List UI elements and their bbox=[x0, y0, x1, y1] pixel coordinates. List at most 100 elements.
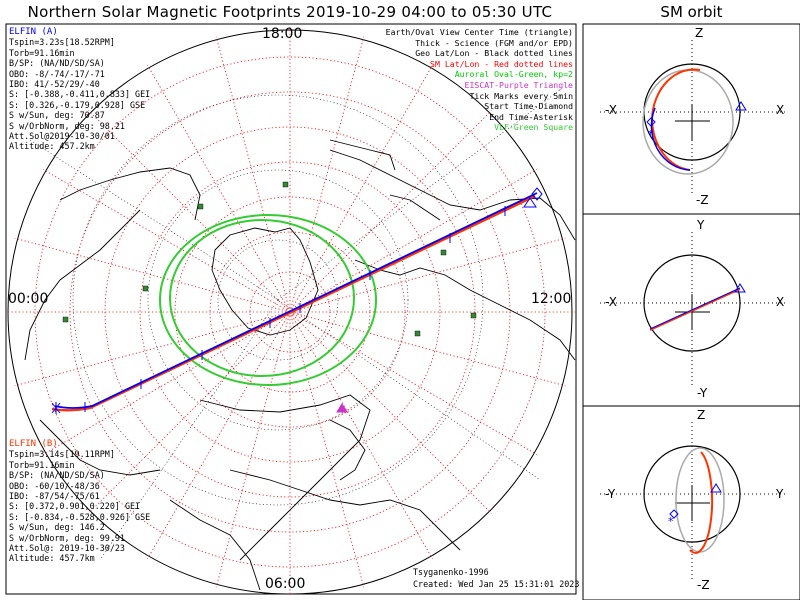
sm-meridian-line bbox=[42, 311, 291, 455]
sm-meridian-line bbox=[42, 169, 291, 313]
elfin-a-line: S w/Sun, deg: 70.87 bbox=[9, 110, 105, 121]
mlt-label-bottom: 06:00 bbox=[265, 576, 306, 592]
orbit-ellipse bbox=[675, 447, 725, 553]
elfin-a-line: Tspin=3.23s[18.52RPM] bbox=[9, 37, 115, 48]
model-credit: Tsyganenko-1996 bbox=[413, 567, 489, 577]
legend-item: End Time-Asterisk bbox=[489, 111, 573, 122]
elfin-b-line: Tspin=3.14s[19.11RPM] bbox=[9, 449, 115, 460]
orbit-panel-xy bbox=[600, 232, 785, 388]
sm-meridian-line bbox=[14, 237, 291, 313]
elfin-b-line: Att.Sol@: 2019-10-30/23 bbox=[9, 543, 125, 554]
elfin-a-header: ELFIN (A) bbox=[9, 27, 58, 37]
vlf-square bbox=[470, 312, 477, 319]
orbit-panel-xz: * bbox=[600, 40, 785, 195]
vlf-square bbox=[197, 203, 204, 210]
elfin-b-header: ELFIN (B) bbox=[9, 439, 58, 449]
mlt-label-left: 00:00 bbox=[8, 291, 49, 307]
axis-label: -Z bbox=[697, 578, 710, 592]
legend: Earth/Oval View Center Time (triangle) T… bbox=[386, 27, 573, 133]
created-timestamp: Created: Wed Jan 25 15:31:01 2023 bbox=[413, 579, 580, 589]
elfin-b-orbit bbox=[689, 451, 714, 554]
vlf-square bbox=[440, 249, 447, 256]
sm-meridian-line bbox=[88, 110, 291, 313]
sm-meridian-line bbox=[289, 36, 365, 313]
axis-label: -Y bbox=[605, 487, 616, 501]
sm-meridian-line bbox=[289, 110, 492, 313]
eiscat-triangle bbox=[336, 403, 348, 413]
elfin-a-line: B/SP: (NA/ND/SD/SA) bbox=[9, 58, 105, 69]
svg-text:*: * bbox=[648, 128, 654, 141]
elfin-b-orbit bbox=[649, 288, 741, 331]
sm-meridian-line bbox=[88, 311, 291, 514]
sm-meridian-line bbox=[289, 237, 566, 313]
elfin-a-line: S w/OrbNorm, deg: 98.21 bbox=[9, 120, 125, 131]
vlf-square bbox=[142, 285, 149, 292]
elfin-b-line: S w/OrbNorm, deg: 99.91 bbox=[9, 532, 125, 543]
elfin-a-orbit bbox=[650, 107, 691, 171]
axis-label: Z bbox=[697, 408, 706, 422]
legend-item: Thick - Science (FGM and/or EPD) bbox=[415, 37, 573, 48]
coastlines bbox=[24, 139, 576, 591]
sm-meridian-line bbox=[289, 311, 365, 588]
elfin-a-orbit bbox=[649, 287, 741, 330]
legend-item: SM Lat/Lon - Red dotted lines bbox=[430, 58, 573, 69]
legend-item: Earth/Oval View Center Time (triangle) bbox=[385, 27, 573, 37]
sm-meridian-line bbox=[289, 311, 492, 514]
plot-title: Northern Solar Magnetic Footprints 2019-… bbox=[27, 3, 553, 21]
earth-circle bbox=[643, 254, 741, 352]
orbit-panel-yz: * bbox=[600, 422, 785, 582]
elfin-a-line: S: [0.326,-0.179,0.928] GSE bbox=[9, 99, 146, 110]
legend-item: Tick Marks every 5min bbox=[469, 90, 573, 101]
end-time-asterisk bbox=[51, 402, 61, 414]
elfin-a-line: S: [-0.388,-0.411,0.833] GEI bbox=[9, 89, 151, 100]
elfin-b-line: S w/Sun, deg: 146.2 bbox=[9, 522, 105, 533]
axis-label: Y bbox=[776, 487, 784, 501]
mlt-label-top: 18:00 bbox=[262, 26, 303, 42]
elfin-b-line: S: [0.372,0.901,0.220] GEI bbox=[9, 501, 141, 512]
sm-meridian-line bbox=[147, 311, 291, 559]
elfin-a-line: IBO: 41/-52/29/-40 bbox=[9, 79, 100, 90]
mlt-label-right: 12:00 bbox=[531, 291, 572, 307]
elfin-a-line: Altitude: 457.2km bbox=[9, 141, 95, 152]
elfin-b-line: OBO: -60/10/-48/36 bbox=[9, 480, 100, 491]
sm-meridian-line bbox=[289, 169, 537, 313]
elfin-b-orbit bbox=[650, 68, 701, 171]
sm-meridian-line bbox=[215, 311, 291, 588]
axis-label: -X bbox=[605, 103, 617, 117]
elfin-a-track bbox=[54, 192, 538, 409]
elfin-b-line: Altitude: 457.7km bbox=[9, 553, 95, 564]
elfin-a-line: OBO: -8/-74/-17/-71 bbox=[9, 68, 105, 79]
sm-meridian-line bbox=[147, 64, 291, 313]
orbit-panels bbox=[582, 23, 800, 600]
vlf-square bbox=[62, 316, 69, 323]
sm-meridian-line bbox=[215, 36, 291, 313]
legend-item: Auroral Oval-Green, kp=2 bbox=[454, 69, 573, 80]
axis-label: Z bbox=[695, 26, 704, 40]
sm-meridian-line bbox=[289, 64, 433, 313]
legend-item: Start Time-Diamond bbox=[484, 101, 573, 112]
vlf-stations bbox=[62, 181, 477, 337]
elfin-a-line: Torb=91.16min bbox=[9, 47, 75, 58]
earth-circle bbox=[643, 445, 741, 543]
elfin-b-line: S: [-0.834,-0.528,0.926] GSE bbox=[9, 511, 151, 522]
vlf-square bbox=[282, 181, 289, 188]
legend-item: Geo Lat/Lon - Black dotted lines bbox=[415, 48, 573, 59]
elfin-b-line: IBO: -87/54/-75/61 bbox=[9, 491, 100, 502]
view-center-triangle bbox=[523, 197, 537, 208]
elfin-b-info: ELFIN (B) Tspin=3.14s[19.11RPM] Torb=91.… bbox=[9, 439, 150, 564]
sm-meridian-line bbox=[289, 311, 566, 387]
elfin-a-info: ELFIN (A) Tspin=3.23s[18.52RPM] Torb=91.… bbox=[9, 27, 150, 152]
legend-item: EISCAT-Purple Triangle bbox=[464, 79, 573, 90]
sm-meridian-line bbox=[289, 311, 537, 455]
vlf-square bbox=[414, 330, 421, 337]
axis-label: X bbox=[776, 295, 785, 309]
start-time-diamond bbox=[531, 187, 543, 201]
elfin-b-line: Torb=91.16min bbox=[9, 459, 75, 470]
elfin-b-line: B/SP: (NA/ND/SD/SA) bbox=[9, 470, 105, 481]
axis-label: -Z bbox=[696, 193, 709, 207]
axis-label: -X bbox=[605, 295, 617, 309]
axis-label: Y bbox=[697, 218, 705, 232]
svg-text:*: * bbox=[668, 515, 674, 528]
elfin-a-line: Att.Sol@2019-10-30/01 bbox=[9, 131, 115, 142]
